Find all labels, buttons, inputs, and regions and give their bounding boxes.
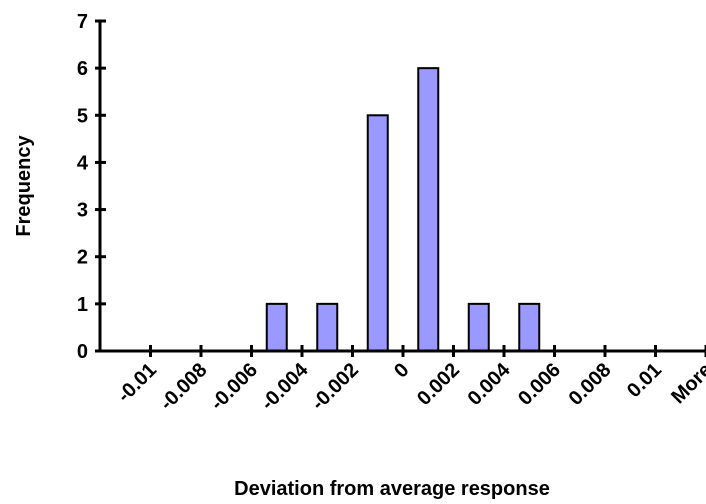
x-tick-label: 0.004 — [464, 358, 516, 410]
histogram-bar — [417, 67, 440, 353]
y-axis-ticks: 0 1 2 3 4 5 6 7 — [77, 11, 106, 363]
y-tick-label: 5 — [77, 105, 88, 127]
axes-layer — [98, 21, 705, 353]
histogram-bar — [366, 114, 389, 352]
x-tick-label: -0.004 — [257, 358, 313, 414]
x-tick-label: -0.01 — [113, 359, 161, 407]
y-tick-label: 1 — [77, 294, 88, 316]
y-tick-label: 6 — [77, 58, 88, 80]
x-tick-label: 0.006 — [514, 359, 565, 410]
histogram-bar — [316, 302, 339, 353]
x-tick-label: 0.002 — [413, 359, 464, 410]
x-tick-label: -0.002 — [307, 359, 363, 415]
x-tick-label: -0.008 — [156, 359, 212, 415]
x-axis-label: Deviation from average response — [234, 478, 550, 500]
histogram-bar — [518, 302, 541, 353]
x-tick-label: 0 — [390, 359, 413, 382]
y-tick-label: 3 — [77, 200, 88, 222]
bars-layer — [265, 67, 541, 353]
x-tick-label: 0.01 — [623, 359, 666, 402]
histogram-bar — [265, 302, 288, 353]
y-tick-label: 4 — [77, 152, 89, 174]
x-tick-label: 0.008 — [565, 359, 616, 410]
y-tick-label: 7 — [77, 11, 88, 33]
histogram-bar — [467, 302, 490, 353]
y-tick-label: 0 — [77, 341, 88, 363]
y-axis-label: Frequency — [13, 135, 35, 237]
y-tick-label: 2 — [77, 247, 88, 269]
x-tick-label: More — [667, 359, 706, 408]
x-tick-label: -0.006 — [206, 359, 262, 415]
x-axis-ticks: -0.01-0.008-0.006-0.004-0.002 0 0.002 0.004… — [113, 345, 706, 415]
